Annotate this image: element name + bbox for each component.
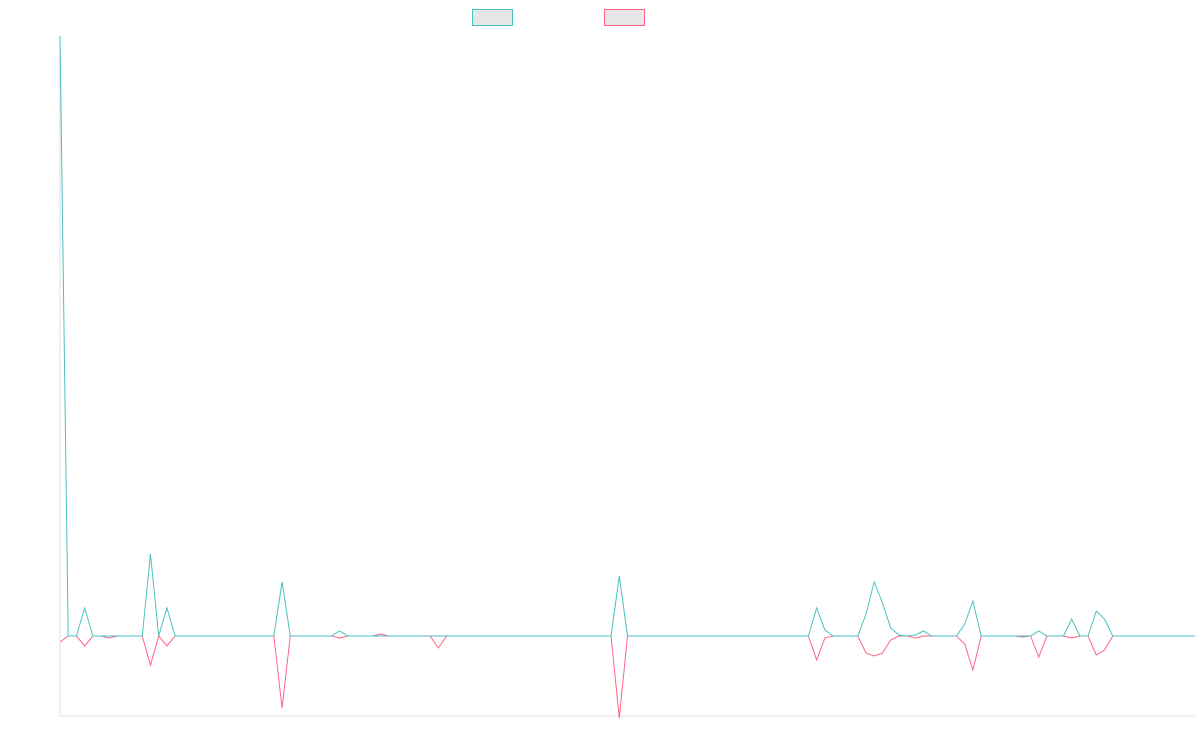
- legend-swatch[interactable]: [604, 9, 645, 26]
- series-line: [59, 633, 1195, 719]
- series-line: [59, 35, 1195, 637]
- legend-swatch[interactable]: [472, 9, 513, 26]
